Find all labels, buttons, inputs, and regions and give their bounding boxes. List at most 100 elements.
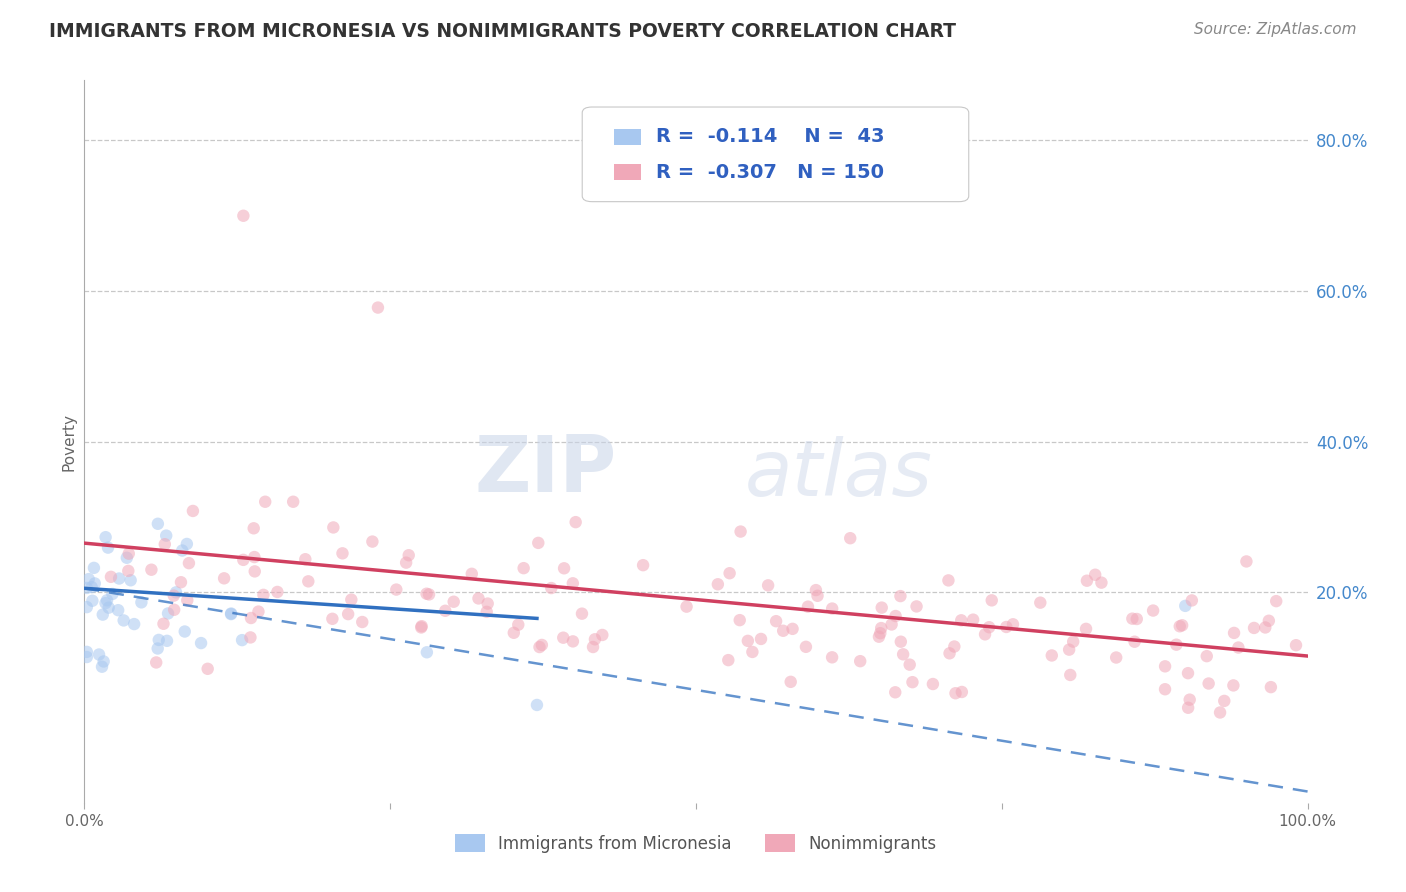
Point xyxy=(821,650,844,665)
Point xyxy=(995,620,1018,634)
Point xyxy=(1154,682,1177,697)
Point xyxy=(294,552,316,566)
Point xyxy=(153,537,176,551)
Text: R =  -0.307   N = 150: R = -0.307 N = 150 xyxy=(655,162,883,182)
Point xyxy=(1084,567,1107,582)
Point xyxy=(1062,634,1084,648)
Point xyxy=(884,685,907,699)
Point xyxy=(94,530,117,544)
Point xyxy=(1177,666,1199,681)
Point xyxy=(717,653,740,667)
Y-axis label: Poverty: Poverty xyxy=(60,412,76,471)
Point xyxy=(172,543,194,558)
Point xyxy=(821,601,844,615)
Point xyxy=(219,607,242,621)
Point xyxy=(1236,554,1258,568)
Point xyxy=(418,587,440,601)
Point xyxy=(395,556,418,570)
Point xyxy=(156,633,179,648)
Point xyxy=(145,656,167,670)
Point xyxy=(880,617,903,632)
Point xyxy=(443,595,465,609)
Point xyxy=(1166,638,1188,652)
Point xyxy=(561,634,583,648)
Text: ZIP: ZIP xyxy=(474,433,616,508)
Point xyxy=(173,624,195,639)
Point xyxy=(870,621,893,635)
Point xyxy=(76,645,98,659)
Point xyxy=(1222,678,1244,692)
Point xyxy=(749,632,772,646)
Point xyxy=(82,593,104,607)
Point xyxy=(530,638,553,652)
Point xyxy=(252,588,274,602)
Point xyxy=(922,677,945,691)
Point xyxy=(232,209,254,223)
Point xyxy=(148,632,170,647)
Point xyxy=(1227,640,1250,655)
Point xyxy=(83,576,105,591)
Point xyxy=(367,301,389,315)
Point xyxy=(101,587,124,601)
Point xyxy=(945,686,967,700)
Point xyxy=(165,585,187,599)
Point xyxy=(322,520,344,534)
Point xyxy=(1121,612,1143,626)
Point xyxy=(869,626,891,640)
Point xyxy=(157,607,180,621)
Point xyxy=(1142,603,1164,617)
Point xyxy=(675,599,697,614)
Point xyxy=(943,640,966,654)
Point xyxy=(239,631,262,645)
Point xyxy=(1178,692,1201,706)
Point xyxy=(974,627,997,641)
Point xyxy=(1195,649,1218,664)
Point xyxy=(411,620,433,634)
Point xyxy=(91,607,114,622)
Point xyxy=(571,607,593,621)
Point xyxy=(76,581,98,595)
Point xyxy=(540,581,562,595)
Point xyxy=(553,561,575,575)
Point xyxy=(94,596,117,610)
Text: R =  -0.114    N =  43: R = -0.114 N = 43 xyxy=(655,128,884,146)
Point xyxy=(108,572,131,586)
Point xyxy=(240,611,263,625)
Point xyxy=(190,636,212,650)
Text: atlas: atlas xyxy=(745,436,932,512)
Point xyxy=(97,600,120,615)
Point xyxy=(1059,668,1081,682)
Point xyxy=(219,607,242,621)
Point xyxy=(1223,626,1246,640)
Point xyxy=(1254,620,1277,634)
Point xyxy=(1260,680,1282,694)
Point xyxy=(1001,617,1024,632)
Point xyxy=(415,587,437,601)
Point xyxy=(1265,594,1288,608)
Point xyxy=(1285,638,1308,652)
Point xyxy=(243,565,266,579)
Point xyxy=(146,516,169,531)
Point xyxy=(502,625,524,640)
Point xyxy=(583,632,606,647)
Point xyxy=(177,556,200,570)
Point xyxy=(898,657,921,672)
Point xyxy=(508,617,530,632)
Point xyxy=(582,640,605,654)
Point xyxy=(385,582,408,597)
Point xyxy=(283,494,305,508)
FancyBboxPatch shape xyxy=(614,128,641,145)
Point xyxy=(707,577,730,591)
Point xyxy=(794,640,817,654)
Point xyxy=(163,589,186,603)
Point xyxy=(176,537,198,551)
Point xyxy=(901,675,924,690)
Point xyxy=(849,654,872,668)
Point xyxy=(176,593,198,607)
Point xyxy=(212,571,235,585)
Point xyxy=(131,595,153,609)
Point xyxy=(87,648,110,662)
Point xyxy=(163,603,186,617)
Point xyxy=(1174,599,1197,613)
Point xyxy=(1105,650,1128,665)
